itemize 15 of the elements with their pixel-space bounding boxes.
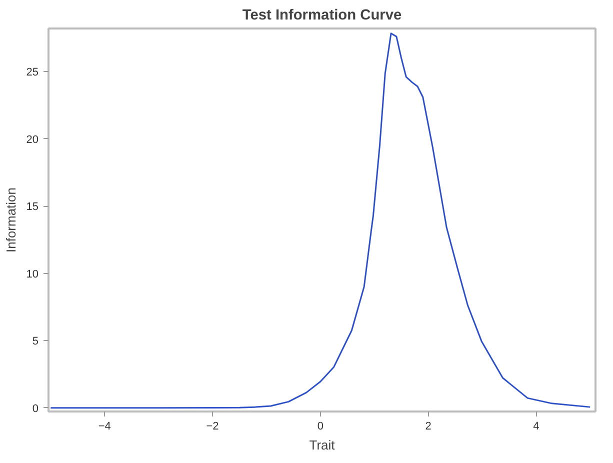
x-tick-label: 4 xyxy=(533,420,540,432)
y-tick-label: 5 xyxy=(32,336,39,348)
y-tick-label: 15 xyxy=(26,201,39,214)
y-tick-label: 10 xyxy=(26,268,39,280)
chart-title: Test Information Curve xyxy=(242,8,402,24)
x-tick-label: 2 xyxy=(425,420,432,432)
y-axis-title: Information xyxy=(3,187,18,253)
x-tick-label: −4 xyxy=(98,420,111,432)
y-tick-label: 0 xyxy=(32,402,39,415)
x-axis-title: Trait xyxy=(309,438,336,452)
line-series xyxy=(50,32,591,409)
x-tick-label: −2 xyxy=(206,420,219,432)
y-tick-label: 25 xyxy=(26,66,39,79)
y-tick-label: 20 xyxy=(26,134,39,146)
x-tick-label: 0 xyxy=(317,420,324,432)
